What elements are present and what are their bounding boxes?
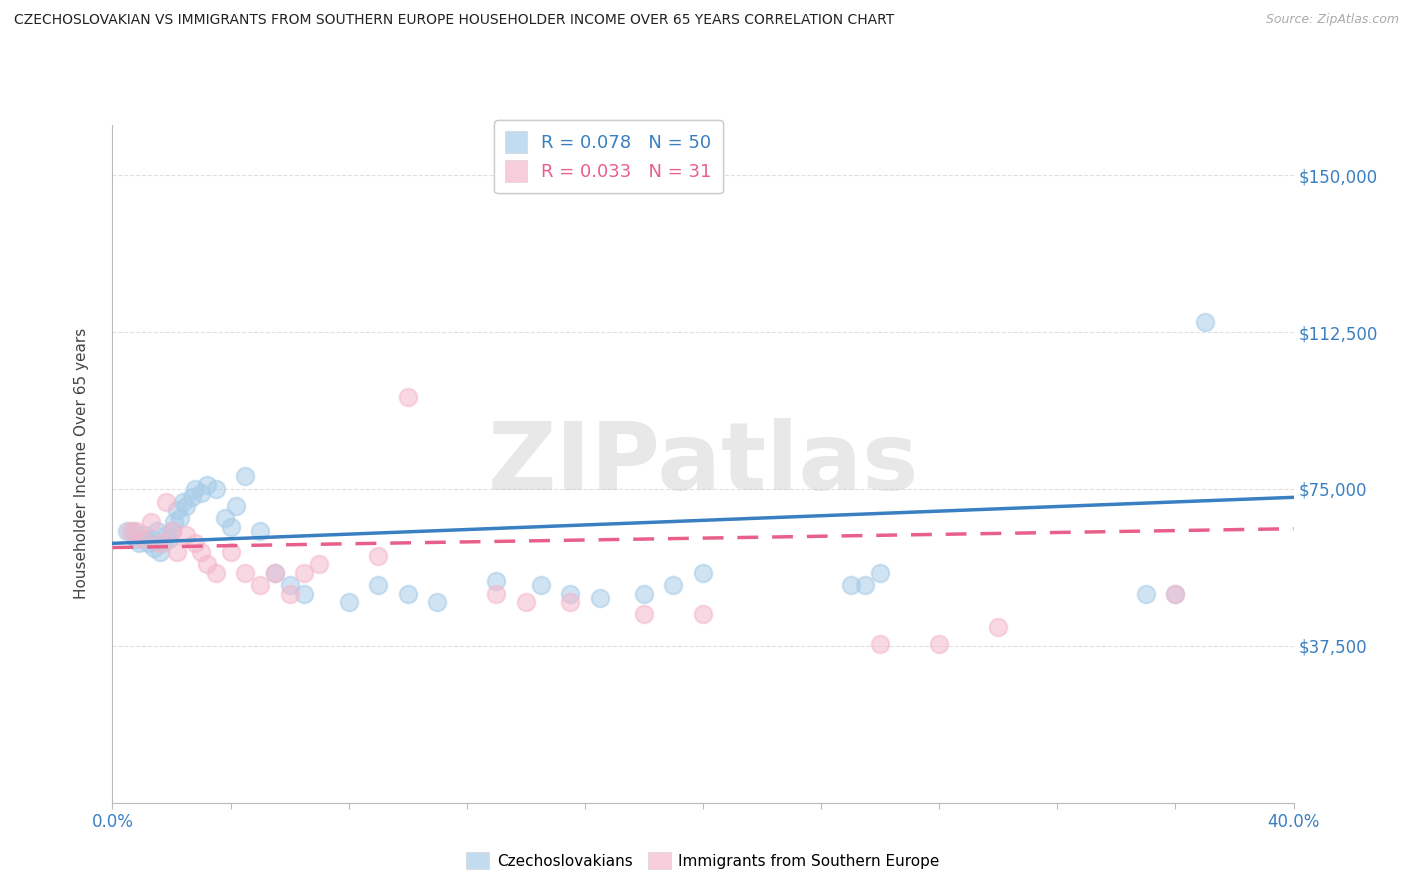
Point [134, 528, 156, 542]
Text: ZIPatlas: ZIPatlas [488, 417, 918, 510]
Point [195, 558, 218, 572]
Point [142, 541, 165, 555]
Point [515, 595, 537, 609]
Legend: R = 0.078   N = 50, R = 0.033   N = 31: R = 0.078 N = 50, R = 0.033 N = 31 [495, 120, 723, 194]
Point [152, 536, 174, 550]
Legend: Czechoslovakians, Immigrants from Southern Europe: Czechoslovakians, Immigrants from Southe… [460, 846, 946, 875]
Point [1135, 586, 1157, 600]
Point [149, 545, 172, 559]
Point [928, 637, 950, 651]
Point [181, 491, 204, 505]
Point [1164, 586, 1187, 600]
Point [184, 482, 207, 496]
Point [190, 545, 212, 559]
Point [233, 566, 256, 580]
Point [485, 586, 508, 600]
Point [120, 524, 142, 538]
Point [1164, 586, 1187, 600]
Point [131, 532, 153, 546]
Point [426, 595, 449, 609]
Y-axis label: Householder Income Over 65 years: Householder Income Over 65 years [75, 328, 89, 599]
Point [184, 536, 207, 550]
Point [166, 503, 188, 517]
Point [869, 566, 891, 580]
Point [633, 607, 655, 622]
Point [195, 477, 218, 491]
Point [278, 586, 301, 600]
Point [249, 578, 271, 592]
Point [367, 578, 389, 592]
Point [160, 524, 183, 538]
Point [128, 536, 150, 550]
Point [155, 528, 177, 542]
Text: Source: ZipAtlas.com: Source: ZipAtlas.com [1265, 13, 1399, 27]
Point [125, 532, 148, 546]
Text: CZECHOSLOVAKIAN VS IMMIGRANTS FROM SOUTHERN EUROPE HOUSEHOLDER INCOME OVER 65 YE: CZECHOSLOVAKIAN VS IMMIGRANTS FROM SOUTH… [14, 13, 894, 28]
Point [125, 524, 148, 538]
Point [308, 558, 330, 572]
Point [233, 469, 256, 483]
Point [396, 390, 419, 404]
Point [172, 494, 194, 508]
Point [1194, 314, 1216, 328]
Point [278, 578, 301, 592]
Point [558, 595, 582, 609]
Point [205, 482, 228, 496]
Point [869, 637, 891, 651]
Point [529, 578, 551, 592]
Point [396, 586, 419, 600]
Point [214, 511, 236, 525]
Point [169, 511, 191, 525]
Point [264, 566, 287, 580]
Point [190, 486, 212, 500]
Point [367, 549, 389, 563]
Point [292, 566, 315, 580]
Point [117, 524, 138, 538]
Point [163, 516, 186, 530]
Point [692, 607, 714, 622]
Point [174, 528, 197, 542]
Point [485, 574, 508, 588]
Point [633, 586, 655, 600]
Point [122, 524, 145, 538]
Point [692, 566, 714, 580]
Point [588, 591, 610, 605]
Point [146, 524, 169, 538]
Point [225, 499, 247, 513]
Point [155, 494, 177, 508]
Point [219, 545, 242, 559]
Point [292, 586, 315, 600]
Point [839, 578, 862, 592]
Point [662, 578, 685, 592]
Point [160, 524, 183, 538]
Point [205, 566, 228, 580]
Point [337, 595, 360, 609]
Point [987, 620, 1010, 634]
Point [264, 566, 287, 580]
Point [166, 545, 188, 559]
Point [558, 586, 582, 600]
Point [136, 536, 159, 550]
Point [219, 519, 242, 533]
Point [157, 532, 180, 546]
Point [131, 532, 153, 546]
Point [139, 532, 162, 546]
Point [855, 578, 877, 592]
Point [149, 536, 172, 550]
Point [249, 524, 271, 538]
Point [139, 516, 162, 530]
Point [174, 499, 197, 513]
